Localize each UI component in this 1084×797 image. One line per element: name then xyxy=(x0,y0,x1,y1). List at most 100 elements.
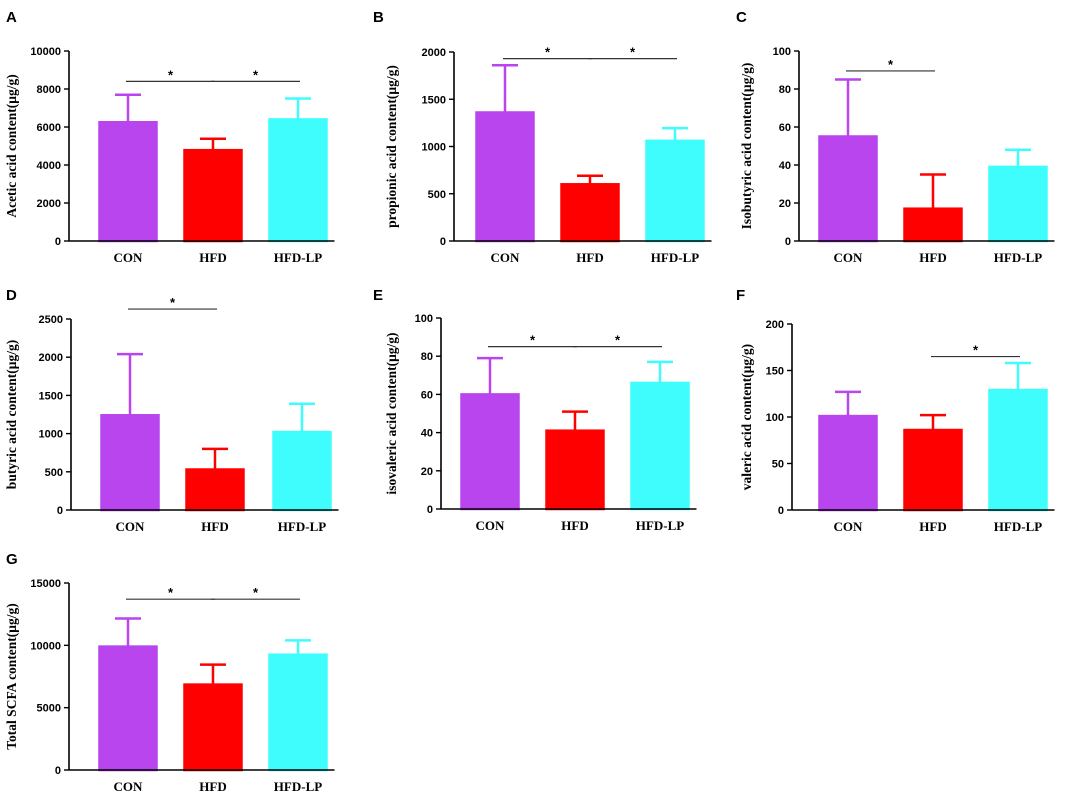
significance-marker: * xyxy=(488,333,577,348)
y-tick-label: 80 xyxy=(421,351,433,363)
error-bar-hfd-lp xyxy=(285,639,311,655)
y-tick-label: 1500 xyxy=(39,390,63,402)
y-tick-label: 0 xyxy=(785,236,791,248)
y-tick-label: 40 xyxy=(779,160,791,172)
significance-star: * xyxy=(530,333,536,348)
x-tick-label: CON xyxy=(491,250,521,265)
bar-con xyxy=(818,414,878,512)
y-tick-label: 200 xyxy=(766,319,784,331)
y-tick-label: 10000 xyxy=(30,640,61,652)
bar-con xyxy=(98,121,158,243)
error-bar-hfd-lp xyxy=(647,360,673,383)
error-bar-con xyxy=(115,93,141,123)
significance-marker: * xyxy=(588,45,677,60)
bar-con xyxy=(98,645,158,772)
x-tick-label: HFD xyxy=(576,250,603,265)
bar-hfd-lp xyxy=(268,118,328,243)
y-tick-label: 10000 xyxy=(30,46,61,58)
bar-con xyxy=(818,135,878,243)
significance-star: * xyxy=(630,45,636,60)
bar-hfd xyxy=(903,428,963,512)
x-tick-label: HFD-LP xyxy=(651,250,699,265)
panel-c: C Isobutyric acid content(μg/g) 0 20 40 60 80 1… xyxy=(736,9,1055,265)
x-tick-label: CON xyxy=(114,250,144,265)
error-bar-hfd-lp xyxy=(1005,148,1031,167)
significance-star: * xyxy=(615,333,621,348)
bar-hfd xyxy=(560,183,620,243)
y-tick-label: 0 xyxy=(55,236,61,248)
significance-star: * xyxy=(545,45,551,60)
x-tick-label: HFD xyxy=(201,519,228,534)
error-bar-hfd-lp xyxy=(662,126,688,141)
x-tick-label: HFD xyxy=(561,518,588,533)
significance-star: * xyxy=(253,67,259,82)
y-tick-label: 20 xyxy=(421,466,433,478)
significance-marker: * xyxy=(128,295,217,310)
y-tick-label: 15000 xyxy=(30,578,61,590)
x-tick-label: HFD-LP xyxy=(994,250,1042,265)
y-tick-label: 1000 xyxy=(39,429,63,441)
bar-hfd-lp xyxy=(988,165,1048,243)
bar-con xyxy=(460,393,520,511)
y-tick-label: 0 xyxy=(778,505,784,517)
y-tick-label: 20 xyxy=(779,198,791,210)
y-tick-label: 100 xyxy=(766,412,784,424)
x-tick-label: CON xyxy=(114,779,144,794)
error-bar-hfd xyxy=(200,137,226,151)
x-tick-label: HFD xyxy=(199,250,226,265)
x-tick-label: HFD-LP xyxy=(278,519,326,534)
bar-hfd xyxy=(183,683,243,772)
error-bar-con xyxy=(115,617,141,647)
error-bar-hfd-lp xyxy=(289,402,315,433)
y-tick-label: 0 xyxy=(427,504,433,516)
x-tick-label: HFD xyxy=(919,250,946,265)
y-tick-label: 60 xyxy=(421,389,433,401)
x-tick-label: CON xyxy=(476,518,506,533)
bar-con xyxy=(475,111,535,243)
error-bar-hfd-lp xyxy=(1005,361,1031,391)
bar-hfd xyxy=(903,207,963,243)
y-tick-label: 1500 xyxy=(422,94,446,106)
y-axis-title: Acetic acid content(μg/g) xyxy=(4,74,19,217)
y-tick-label: 6000 xyxy=(37,122,61,134)
y-tick-label: 0 xyxy=(57,505,63,517)
y-tick-label: 80 xyxy=(779,84,791,96)
y-tick-label: 5000 xyxy=(37,703,61,715)
error-bar-con xyxy=(492,63,518,113)
bar-hfd-lp xyxy=(988,388,1048,512)
error-bar-hfd-lp xyxy=(285,97,311,120)
error-bar-hfd xyxy=(920,413,946,431)
y-tick-label: 8000 xyxy=(37,84,61,96)
error-bar-hfd xyxy=(200,663,226,685)
significance-marker: * xyxy=(126,585,215,600)
x-tick-label: HFD xyxy=(919,519,946,534)
x-tick-label: CON xyxy=(116,519,146,534)
error-bar-hfd xyxy=(562,410,588,431)
x-tick-label: CON xyxy=(834,250,864,265)
bar-hfd xyxy=(183,148,243,243)
y-tick-label: 4000 xyxy=(37,160,61,172)
panel-letter: C xyxy=(736,9,747,26)
y-tick-label: 500 xyxy=(428,189,446,201)
significance-star: * xyxy=(888,57,894,72)
significance-marker: * xyxy=(211,67,300,82)
panel-g: G Total SCFA content(μg/g) 0 5000 10000 15000… xyxy=(4,551,335,794)
error-bar-hfd xyxy=(577,174,603,185)
error-bar-con xyxy=(835,78,861,137)
y-tick-label: 60 xyxy=(779,122,791,134)
y-tick-label: 40 xyxy=(421,428,433,440)
y-axis-title: Isobutyric acid content(μg/g) xyxy=(739,63,754,230)
bar-hfd-lp xyxy=(645,139,705,243)
bar-hfd-lp xyxy=(268,653,328,772)
x-tick-label: HFD-LP xyxy=(636,518,684,533)
significance-marker: * xyxy=(931,343,1020,358)
error-bar-con xyxy=(477,356,503,395)
significance-star: * xyxy=(168,585,174,600)
panel-letter: D xyxy=(6,287,17,304)
bar-hfd-lp xyxy=(272,430,332,512)
significance-star: * xyxy=(168,67,174,82)
significance-star: * xyxy=(973,343,979,358)
